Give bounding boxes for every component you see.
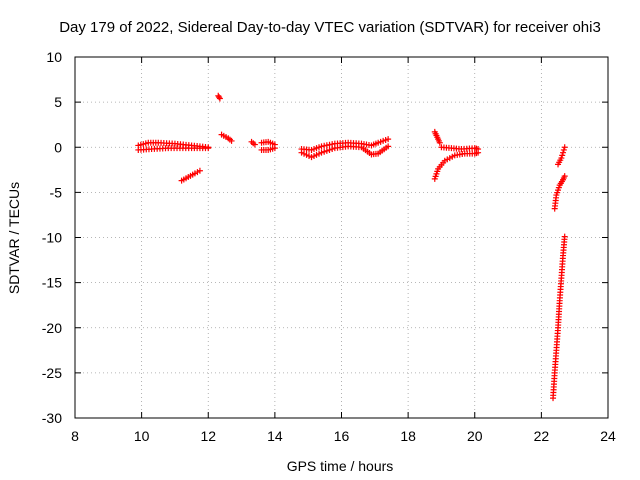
data-point <box>385 136 392 143</box>
data-point <box>436 139 443 146</box>
data-point <box>251 141 258 148</box>
y-tick-label: 5 <box>54 94 62 110</box>
x-tick-label: 20 <box>467 428 483 444</box>
data-point <box>561 173 568 180</box>
y-tick-label: -15 <box>42 275 62 291</box>
data-point <box>196 167 203 174</box>
y-tick-label: 0 <box>54 139 62 155</box>
x-tick-label: 16 <box>334 428 350 444</box>
data-point <box>228 137 235 144</box>
plot-frame <box>74 56 609 419</box>
data-point <box>326 146 333 153</box>
data-point <box>323 147 330 154</box>
data-point <box>560 146 567 153</box>
data-point <box>271 145 278 152</box>
data-point <box>561 233 568 240</box>
y-tick-label: -20 <box>42 320 62 336</box>
x-tick-label: 22 <box>534 428 550 444</box>
y-tick-label: -25 <box>42 365 62 381</box>
x-tick-label: 10 <box>134 428 150 444</box>
data-point <box>318 149 325 156</box>
data-point <box>559 152 566 159</box>
data-point <box>321 148 328 155</box>
data-point <box>560 149 567 156</box>
data-points <box>135 92 568 402</box>
x-tick-label: 24 <box>600 428 616 444</box>
grid <box>75 57 608 418</box>
x-tick-label: 18 <box>400 428 416 444</box>
y-tick-label: -30 <box>42 410 62 426</box>
data-point <box>561 144 568 151</box>
y-axis-label: SDTVAR / TECUs <box>6 182 22 294</box>
y-tick-label: -5 <box>50 184 63 200</box>
x-tick-label: 12 <box>200 428 216 444</box>
chart-title: Day 179 of 2022, Sidereal Day-to-day VTE… <box>59 19 601 36</box>
data-point <box>205 145 212 152</box>
axes: 8 10 12 14 16 18 20 22 24 -30 -25 -20 -15 -10 -5 0 5 10 <box>42 49 616 444</box>
data-point <box>475 146 482 153</box>
y-tick-label: -10 <box>42 230 62 246</box>
data-point <box>216 94 223 101</box>
x-tick-label: 8 <box>71 428 79 444</box>
y-tick-label: 10 <box>46 49 62 65</box>
data-point <box>216 95 223 102</box>
x-axis-label: GPS time / hours <box>287 458 394 474</box>
data-point <box>385 143 392 150</box>
x-tick-label: 14 <box>267 428 283 444</box>
data-point <box>558 155 565 162</box>
